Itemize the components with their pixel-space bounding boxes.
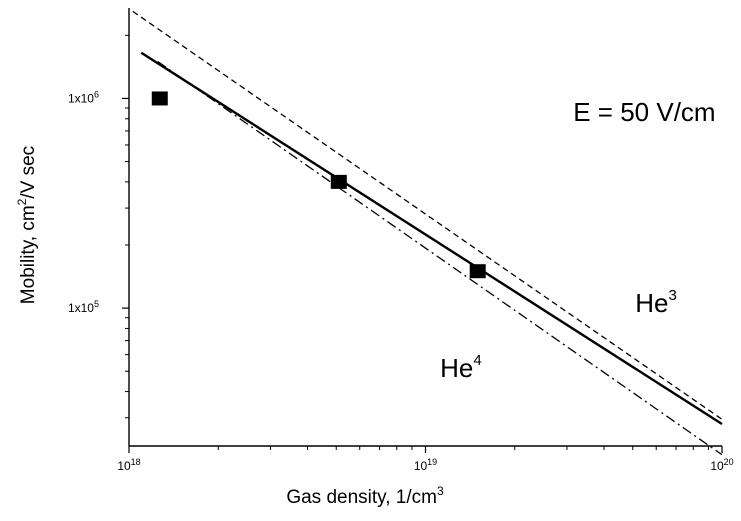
- annotations: E = 50 V/cm He3 He4: [440, 97, 715, 383]
- y-tick-label: 1x106: [68, 89, 99, 105]
- data-point-marker: [330, 174, 347, 189]
- x-tick-label: 1018: [117, 457, 140, 473]
- annotation: He4: [440, 352, 482, 383]
- ticks-layer: 1018 1019 1020 1x105 1x106: [68, 34, 734, 473]
- annotation: He3: [635, 287, 677, 318]
- annotation: E = 50 V/cm: [573, 97, 715, 127]
- x-tick-label: 1020: [710, 457, 733, 473]
- series-layer: [132, 10, 723, 456]
- series-line-solid: [140, 51, 723, 426]
- data-point-marker: [469, 264, 486, 279]
- y-tick-label: 1x105: [68, 299, 99, 315]
- data-point-marker: [151, 91, 168, 106]
- y-axis-title: Mobility, cm2/V sec: [15, 146, 39, 304]
- series-line-dashed: [132, 10, 723, 420]
- x-axis-title: Gas density, 1/cm3: [286, 484, 444, 508]
- axes: [128, 8, 722, 447]
- x-tick-label: 1019: [414, 457, 437, 473]
- series-line-dashdot: [157, 60, 723, 456]
